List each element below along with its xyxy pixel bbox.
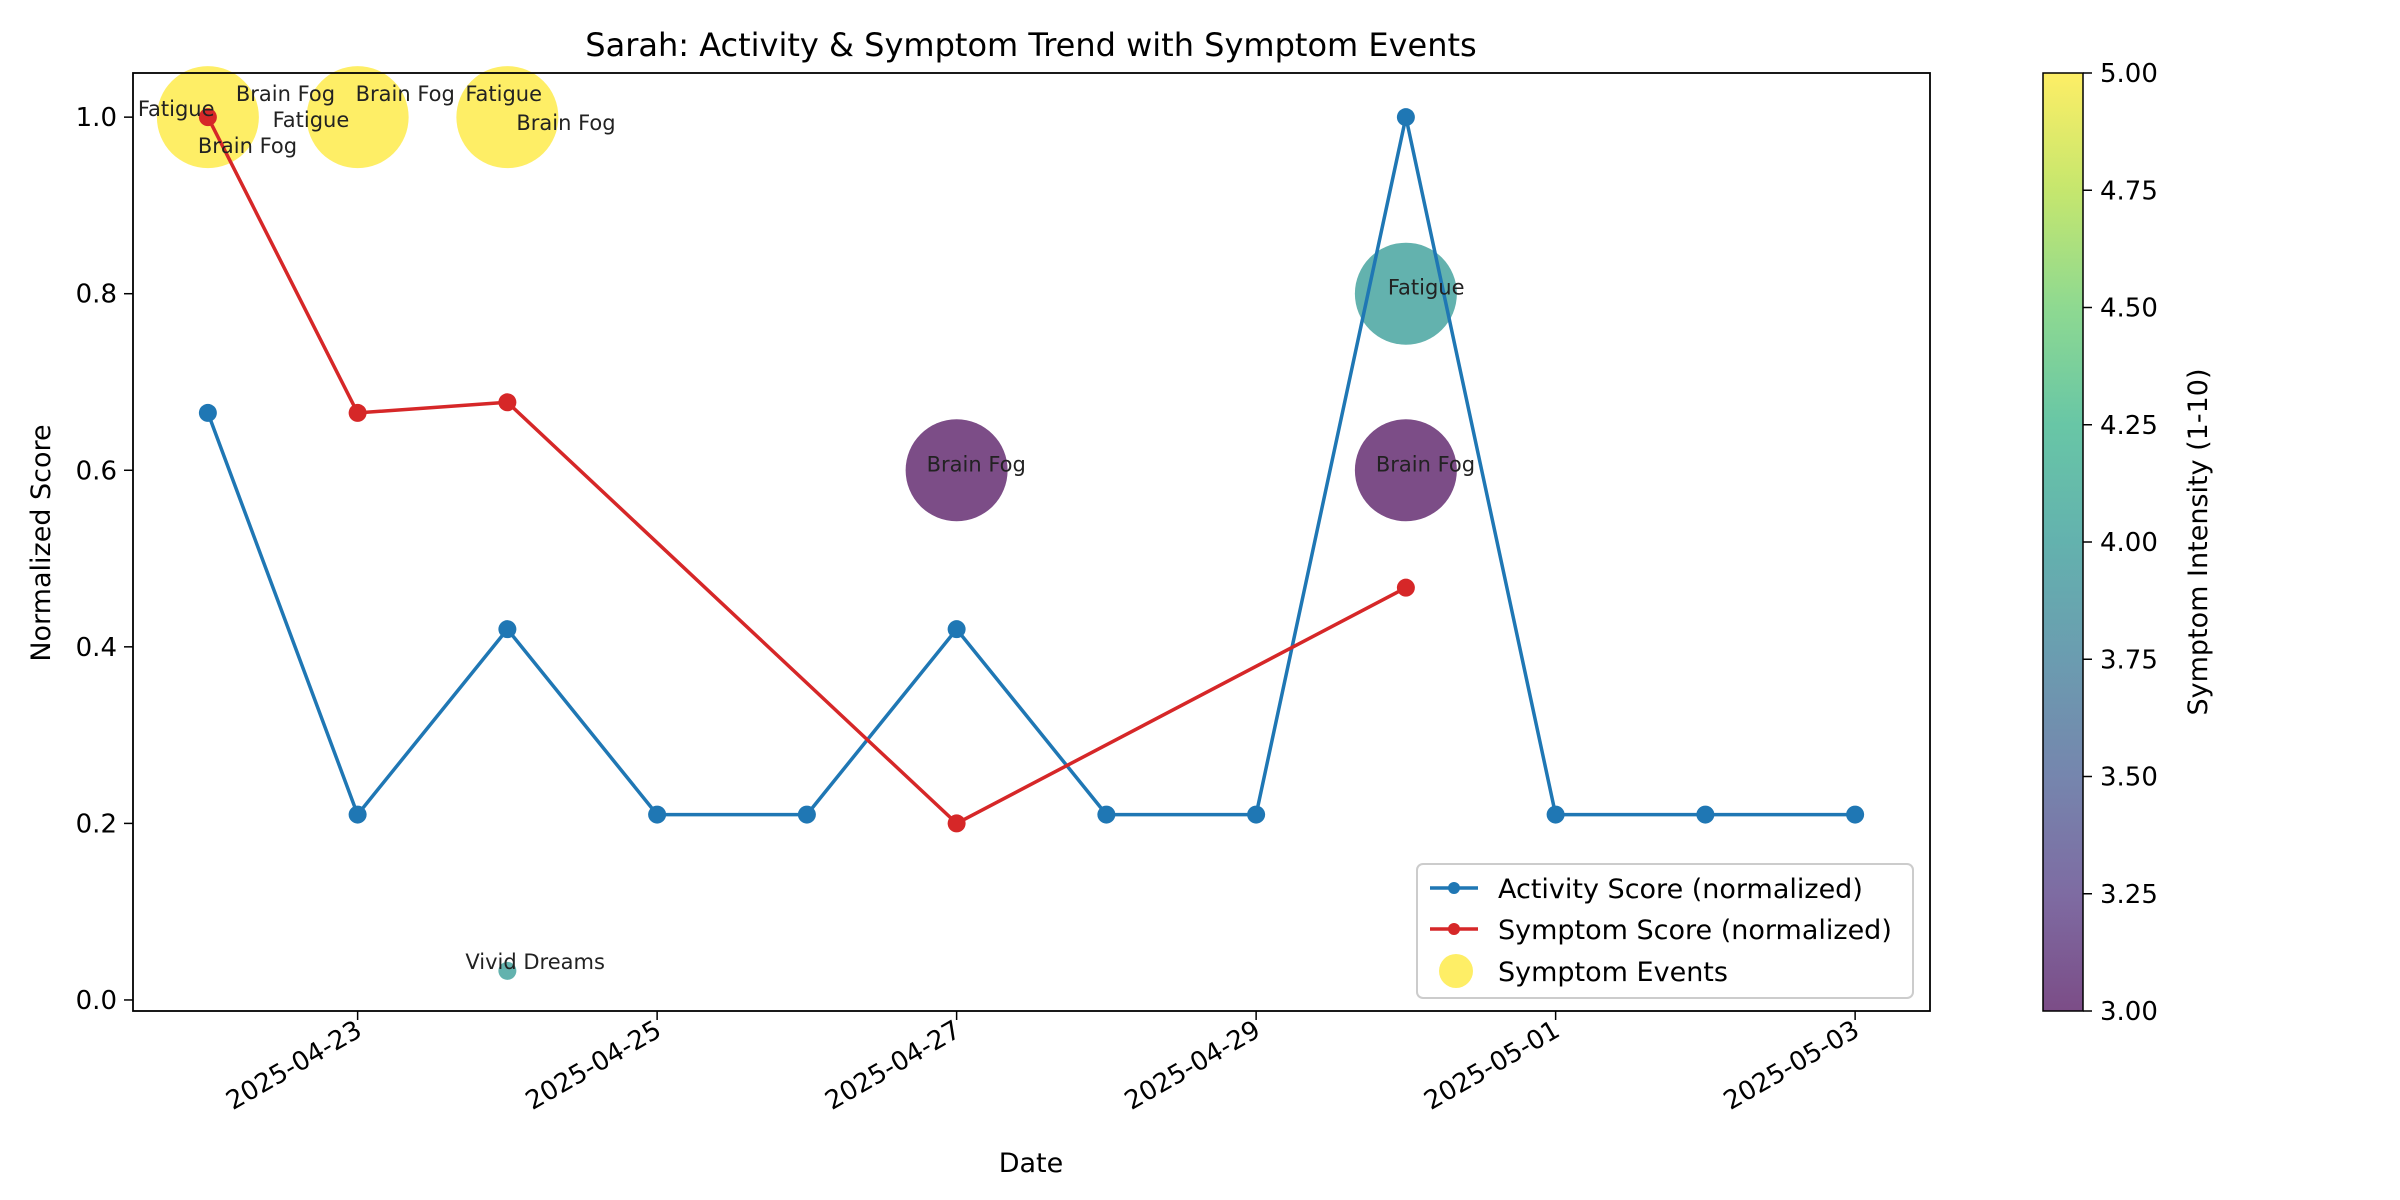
symptom-event-label: Fatigue [138, 97, 215, 121]
y-tick-label: 0.0 [76, 986, 117, 1016]
colorbar-tick-label: 3.00 [2100, 997, 2158, 1027]
activity-point [1396, 108, 1415, 127]
colorbar-tick-label: 4.75 [2100, 176, 2158, 206]
activity-point [1247, 805, 1266, 824]
activity-series-line [206, 115, 1856, 817]
colorbar-tick-label: 3.75 [2100, 645, 2158, 675]
legend: Activity Score (normalized) Symptom Scor… [1416, 863, 1914, 999]
activity-point [797, 805, 816, 824]
legend-box [1416, 863, 1914, 999]
x-tick-label: 2025-04-25 [521, 1015, 667, 1117]
symptom-event-label: Fatigue [273, 108, 350, 132]
colorbar-tick-label: 4.25 [2100, 411, 2158, 441]
symptom-series-line [206, 116, 1407, 826]
x-tick-label: 2025-05-01 [1419, 1015, 1565, 1117]
colorbar-tick-label: 4.50 [2100, 294, 2158, 324]
symptom-event-bubble [1354, 419, 1457, 522]
activity-point [648, 805, 667, 824]
colorbar-tick-label: 3.25 [2100, 880, 2158, 910]
chart-title: Sarah: Activity & Symptom Trend with Sym… [585, 26, 1476, 64]
symptom-event-label: Brain Fog [1376, 452, 1475, 476]
colorbar: 3.00 3.25 3.50 3.75 4.00 4.25 4.50 4.75 5.00 Sym… [2042, 59, 2214, 1027]
activity-point [348, 805, 367, 824]
symptom-event-bubble [905, 419, 1008, 522]
colorbar-tick-label: 3.50 [2100, 763, 2158, 793]
x-tick-label: 2025-04-27 [820, 1015, 966, 1117]
symptom-event-bubble [1354, 242, 1457, 345]
symptom-point [198, 108, 217, 127]
symptom-point [498, 393, 517, 412]
activity-point [947, 620, 966, 639]
legend-activity-marker [1448, 882, 1460, 894]
legend-symptom-marker [1448, 923, 1460, 935]
activity-point [1846, 805, 1865, 824]
y-tick-label: 0.4 [76, 633, 117, 663]
colorbar-gradient [2042, 72, 2084, 1012]
legend-events-marker [1439, 954, 1473, 988]
activity-point [1097, 805, 1116, 824]
legend-symptom-label: Symptom Score (normalized) [1498, 915, 1892, 946]
symptom-event-bubble [306, 66, 409, 169]
activity-point [498, 620, 517, 639]
y-tick-label: 0.2 [76, 809, 117, 839]
symptom-point [1396, 578, 1415, 597]
x-tick-label: 2025-04-29 [1120, 1015, 1266, 1117]
symptom-event-label: Brain Fog [927, 452, 1026, 476]
symptom-event-label: Fatigue [1388, 276, 1465, 300]
symptom-event-label: Brain Fog [198, 134, 297, 158]
symptom-event-label: Brain Fog [356, 82, 455, 106]
legend-activity-label: Activity Score (normalized) [1498, 874, 1863, 905]
symptom-event-label: Vivid Dreams [465, 950, 605, 974]
symptom-event-label: Brain Fog [236, 82, 335, 106]
symptom-event-label: Brain Fog [516, 111, 615, 135]
y-tick-label: 0.8 [76, 280, 117, 310]
colorbar-tick-label: 4.00 [2100, 528, 2158, 558]
activity-point [1696, 805, 1715, 824]
symptom-point [348, 403, 367, 422]
colorbar-label: Symptom Intensity (1-10) [2183, 369, 2214, 716]
x-tick-label: 2025-05-03 [1719, 1015, 1865, 1117]
plot-frame [132, 72, 1931, 1012]
activity-point [198, 403, 217, 422]
x-axis-label: Date [999, 1148, 1064, 1179]
symptom-event-label: Fatigue [465, 82, 542, 106]
y-axis-label: Normalized Score [26, 424, 57, 661]
x-tick-label: 2025-04-23 [221, 1015, 367, 1117]
y-tick-label: 0.6 [76, 456, 117, 486]
colorbar-ticks: 3.00 3.25 3.50 3.75 4.00 4.25 4.50 4.75 5.00 [2083, 59, 2158, 1027]
symptom-point [947, 814, 966, 833]
colorbar-tick-label: 5.00 [2100, 59, 2158, 89]
legend-events-label: Symptom Events [1498, 957, 1728, 988]
y-tick-label: 1.0 [76, 103, 117, 133]
symptom-event-bubble [456, 66, 559, 169]
symptom-event-bubble [498, 961, 517, 980]
activity-point [1546, 805, 1565, 824]
